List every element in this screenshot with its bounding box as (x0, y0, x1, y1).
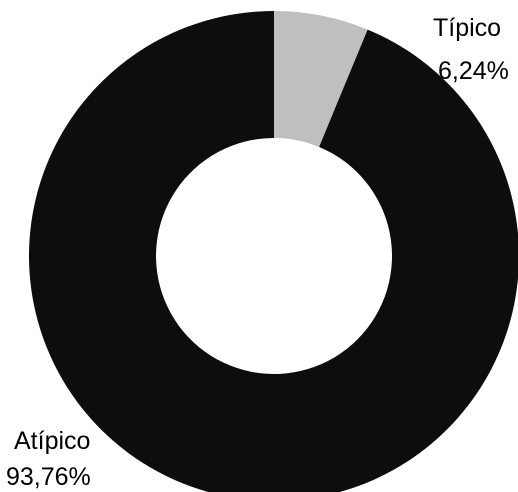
slice-label-atipico: Atípico (14, 427, 90, 455)
donut-slices (29, 11, 518, 492)
donut-slice-atipico (29, 11, 518, 492)
donut-slice-tipico (274, 11, 368, 147)
slice-value-atipico: 93,76% (6, 463, 91, 491)
slice-value-tipico: 6,24% (438, 57, 509, 85)
slice-label-tipico: Típico (433, 14, 501, 42)
